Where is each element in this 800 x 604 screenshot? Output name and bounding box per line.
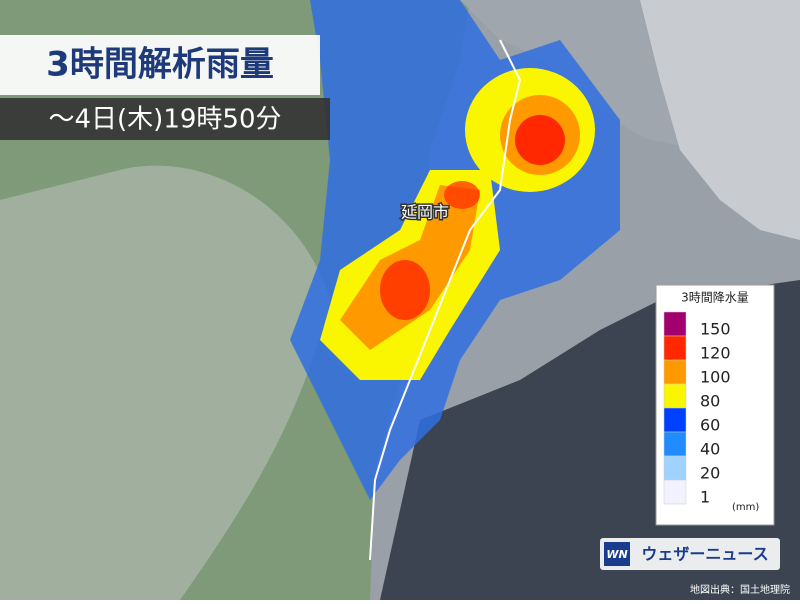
legend-label: 1	[700, 488, 710, 507]
legend-label: 60	[700, 416, 720, 435]
rain-area-120	[380, 260, 430, 320]
legend-label: 120	[700, 344, 731, 363]
subtitle: 〜4日(木)19時50分	[49, 105, 282, 135]
legend: 3時間降水量 (mm) 150 120 100 80 60 40 20 1	[655, 284, 775, 526]
legend-label: 20	[700, 464, 720, 483]
legend-label: 40	[700, 440, 720, 459]
subtitle-box	[0, 98, 330, 140]
logo-name: ウェザーニュース	[641, 545, 768, 564]
legend-label: 150	[700, 320, 731, 339]
legend-swatch	[663, 455, 687, 481]
credit: 地図出典：国土地理院	[690, 583, 790, 596]
legend-swatch	[663, 335, 687, 361]
legend-label: 100	[700, 368, 731, 387]
legend-swatch	[663, 359, 687, 385]
title: 3時間解析雨量	[46, 45, 274, 85]
rain-area-120	[515, 115, 565, 165]
coastline	[369, 39, 522, 561]
legend-title: 3時間降水量	[681, 291, 749, 305]
title-box	[0, 35, 320, 95]
legend-label: 80	[700, 392, 720, 411]
logo-box	[600, 538, 780, 570]
legend-swatch	[663, 407, 687, 433]
island	[640, 0, 800, 240]
legend-unit: (mm)	[732, 502, 759, 513]
land-light	[0, 165, 330, 600]
logo-mark: WN	[606, 548, 627, 561]
logo-icon	[604, 542, 630, 566]
legend-swatch	[663, 431, 687, 457]
legend-swatch	[663, 383, 687, 409]
legend-swatch	[663, 311, 687, 337]
rain-area-120	[444, 181, 480, 209]
legend-swatch	[663, 479, 687, 505]
city-label: 延岡市	[401, 203, 449, 222]
